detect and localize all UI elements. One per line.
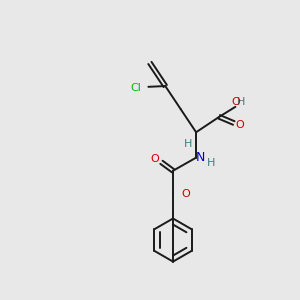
Text: H: H (237, 97, 246, 107)
Text: O: O (150, 154, 159, 164)
Text: H: H (184, 139, 193, 149)
Text: O: O (182, 189, 190, 199)
Text: O: O (232, 97, 241, 107)
Text: Cl: Cl (130, 83, 142, 93)
Text: N: N (195, 151, 205, 164)
Text: O: O (236, 119, 244, 130)
Text: H: H (206, 158, 215, 168)
